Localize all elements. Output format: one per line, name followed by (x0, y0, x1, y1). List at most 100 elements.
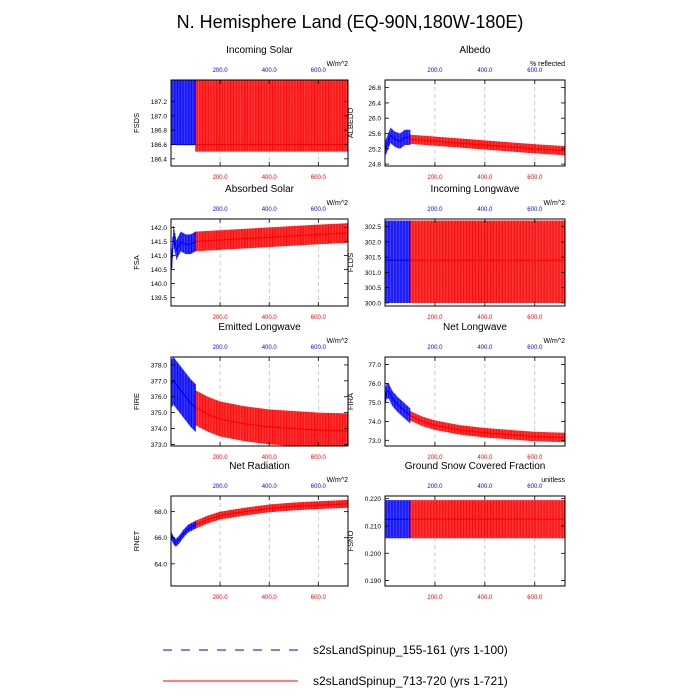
panel-title: Net Radiation (229, 461, 290, 472)
xtick-label-top: 400.0 (477, 68, 493, 74)
panel-0: 186.4 186.6 186.8 187.0 187.2 200.0 200.0 400.0… (132, 45, 349, 181)
xtick-label-bottom: 600.0 (527, 455, 543, 461)
ytick-label: 373.0 (151, 442, 168, 449)
ytick-label: 75.0 (368, 400, 381, 407)
xtick-label-bottom: 600.0 (527, 595, 543, 601)
ytick-label: 73.0 (368, 438, 381, 445)
xtick-label-bottom: 400.0 (262, 175, 278, 181)
ytick-label: 302.0 (365, 239, 382, 246)
ytick-label: 378.0 (151, 362, 168, 369)
xtick-label-bottom: 400.0 (477, 315, 493, 321)
panels-group: 186.4 186.6 186.8 187.0 187.2 200.0 200.0 400.0… (132, 45, 566, 601)
panel-units: W/m^2 (326, 477, 348, 484)
series-2 (195, 390, 348, 446)
ytick-label: 300.0 (365, 300, 382, 307)
ytick-label: 0.200 (365, 551, 382, 558)
xtick-label-bottom: 200.0 (213, 595, 229, 601)
xtick-label-top: 200.0 (427, 207, 443, 213)
xtick-label-bottom: 600.0 (527, 315, 543, 321)
series-1 (171, 80, 196, 146)
xtick-label-top: 200.0 (213, 484, 229, 490)
series-1 (385, 220, 411, 303)
xtick-label-bottom: 600.0 (311, 175, 327, 181)
ytick-label: 376.0 (151, 394, 168, 401)
ytick-label: 302.5 (365, 224, 382, 231)
xtick-label-bottom: 400.0 (477, 455, 493, 461)
ylabel: FSNO (346, 530, 355, 551)
ytick-label: 64.0 (154, 561, 167, 568)
ytick-label: 186.6 (151, 142, 168, 149)
ytick-label: 139.5 (151, 295, 168, 302)
panel-units: % reflected (530, 61, 565, 68)
plot-frame (170, 495, 349, 587)
series-2 (409, 220, 565, 303)
ytick-label: 186.8 (151, 128, 168, 135)
xtick-label-bottom: 600.0 (527, 175, 543, 181)
xtick-label-top: 600.0 (311, 345, 327, 351)
ylabel: FSA (132, 255, 141, 270)
mean-line (171, 524, 196, 544)
xtick-label-bottom: 600.0 (311, 455, 327, 461)
panel-units: W/m^2 (326, 61, 348, 68)
ylabel: ALBEDO (346, 108, 355, 139)
xtick-label-top: 600.0 (311, 68, 327, 74)
panel-1: 24.8 25.2 25.6 26.0 26.4 26.8 200.0 200.0 400.0 4… (346, 45, 566, 181)
series-2 (195, 499, 348, 529)
xtick-label-bottom: 400.0 (262, 315, 278, 321)
ytick-label: 141.0 (151, 253, 168, 260)
ytick-label: 24.8 (368, 162, 381, 169)
xtick-label-bottom: 400.0 (262, 595, 278, 601)
ytick-label: 374.0 (151, 426, 168, 433)
panel-title: Ground Snow Covered Fraction (405, 461, 546, 472)
plot-frame (170, 79, 349, 167)
ytick-label: 140.0 (151, 281, 168, 288)
ytick-label: 0.190 (365, 578, 382, 585)
ylabel: FSDS (132, 113, 141, 133)
panel-title: Net Longwave (443, 322, 507, 333)
xtick-label-top: 200.0 (213, 345, 229, 351)
panel-units: W/m^2 (543, 338, 565, 345)
plot-area (385, 383, 565, 443)
xtick-label-bottom: 600.0 (311, 595, 327, 601)
ytick-label: 187.2 (151, 99, 168, 106)
plot-frame (384, 495, 566, 587)
plot-area (171, 223, 348, 280)
xtick-label-bottom: 200.0 (427, 315, 443, 321)
ytick-label: 301.5 (365, 255, 382, 262)
ytick-label: 375.0 (151, 410, 168, 417)
ytick-label: 25.2 (368, 146, 381, 153)
ytick-label: 26.0 (368, 116, 381, 123)
mean-line (195, 503, 348, 526)
xtick-label-top: 600.0 (311, 484, 327, 490)
panel-title: Emitted Longwave (218, 322, 301, 333)
ytick-label: 66.0 (154, 535, 167, 542)
panel-title: Absorbed Solar (225, 184, 295, 195)
plot-frame (170, 218, 349, 307)
mean-line (195, 407, 348, 432)
xtick-label-bottom: 200.0 (213, 175, 229, 181)
xtick-label-top: 200.0 (427, 345, 443, 351)
xtick-label-top: 200.0 (213, 207, 229, 213)
series-2 (195, 80, 348, 152)
ytick-label: 140.5 (151, 267, 168, 274)
panel-units: W/m^2 (543, 200, 565, 207)
xtick-label-top: 200.0 (427, 484, 443, 490)
ytick-label: 301.0 (365, 270, 382, 277)
series-1 (385, 500, 411, 539)
plot-area (385, 127, 565, 157)
mean-line (409, 415, 565, 439)
legend-label-series2: s2sLandSpinup_713-720 (yrs 1-721) (313, 674, 508, 688)
ytick-label: 68.0 (154, 509, 167, 516)
ytick-label: 0.210 (365, 524, 382, 531)
panel-2: 139.5 140.0 140.5 141.0 141.5 142.0 200.0 200.0… (132, 184, 349, 321)
xtick-label-top: 400.0 (477, 207, 493, 213)
series-1 (171, 357, 196, 432)
panel-units: unitless (541, 477, 565, 484)
series-2 (409, 500, 565, 539)
ytick-label: 74.0 (368, 419, 381, 426)
ytick-label: 186.4 (151, 156, 168, 163)
panel-5: 73.0 74.0 75.0 76.0 77.0 200.0 200.0 400.0 400.0… (346, 322, 566, 461)
mean-line (171, 235, 196, 270)
